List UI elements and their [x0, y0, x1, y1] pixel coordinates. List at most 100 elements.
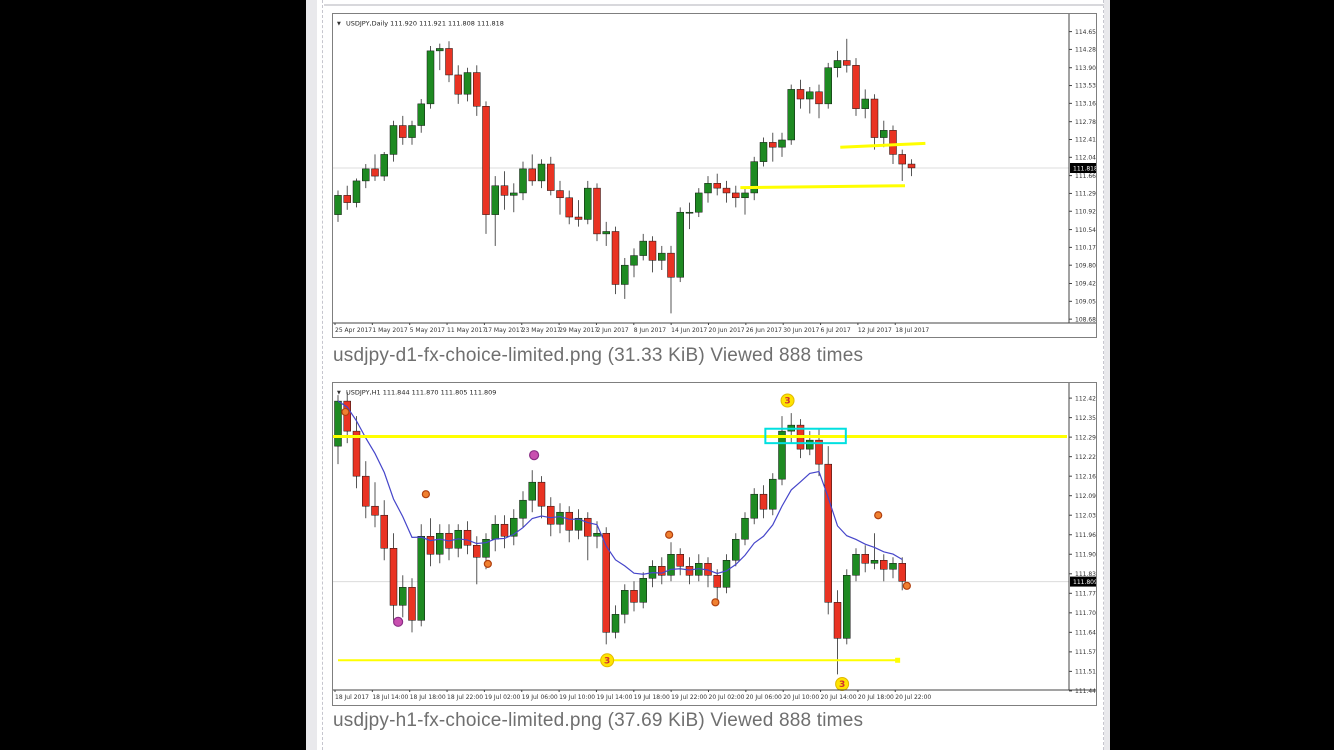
- svg-text:111.575: 111.575: [1075, 649, 1096, 656]
- chart-title-ohlc-readout: USDJPY,H1 111.844 111.870 111.805 111.80…: [346, 389, 496, 397]
- svg-text:18 Jul 2017: 18 Jul 2017: [335, 694, 369, 701]
- svg-text:12 Jul 2017: 12 Jul 2017: [858, 327, 892, 334]
- current-price-tag: [1070, 163, 1096, 174]
- marker-magenta-signal-icon: [529, 450, 540, 461]
- current-price-tag-value: 111.818: [1073, 165, 1096, 172]
- svg-text:5 May 2017: 5 May 2017: [410, 327, 445, 334]
- content-left-gutter: [306, 0, 317, 750]
- current-price-tag: [1070, 576, 1096, 587]
- svg-text:20 Jul 22:00: 20 Jul 22:00: [895, 694, 931, 701]
- signal-number-label: 3: [839, 680, 845, 690]
- svg-text:109.420: 109.420: [1075, 281, 1096, 288]
- svg-text:17 May 2017: 17 May 2017: [484, 327, 523, 334]
- svg-text:19 Jul 14:00: 19 Jul 14:00: [596, 694, 632, 701]
- candles-layer: [334, 38, 916, 314]
- svg-text:110.170: 110.170: [1075, 245, 1096, 252]
- moving-average-line: [337, 400, 903, 575]
- svg-text:111.290: 111.290: [1075, 191, 1096, 198]
- marker-orange-signal-icon: [874, 511, 883, 520]
- svg-text:19 Jul 22:00: 19 Jul 22:00: [671, 694, 707, 701]
- svg-text:112.040: 112.040: [1075, 155, 1096, 162]
- svg-text:112.290: 112.290: [1075, 434, 1096, 441]
- svg-text:26 Jun 2017: 26 Jun 2017: [746, 327, 782, 334]
- svg-text:112.780: 112.780: [1075, 119, 1096, 126]
- chart-title-ohlc-readout: USDJPY,Daily 111.920 111.921 111.808 111…: [346, 20, 504, 28]
- forum-post-content: 114.650 114.280 113.900 113.530 113.160 112.7…: [306, 0, 1110, 750]
- svg-text:25 Apr 2017: 25 Apr 2017: [335, 327, 372, 334]
- svg-text:111.965: 111.965: [1075, 532, 1096, 539]
- yellow-number-signal-icon: [600, 653, 615, 668]
- svg-text:20 Jul 18:00: 20 Jul 18:00: [858, 694, 894, 701]
- svg-text:20 Jun 2017: 20 Jun 2017: [709, 327, 745, 334]
- svg-text:23 May 2017: 23 May 2017: [522, 327, 561, 334]
- svg-text:20 Jul 06:00: 20 Jul 06:00: [746, 694, 782, 701]
- svg-text:18 Jul 2017: 18 Jul 2017: [895, 327, 929, 334]
- marker-orange-signal-icon: [902, 581, 911, 590]
- post-divider-line: [324, 4, 1104, 6]
- trendline-segment[interactable]: [740, 184, 906, 190]
- svg-text:111.900: 111.900: [1075, 551, 1096, 558]
- current-price-tag-value: 111.809: [1073, 579, 1096, 586]
- marker-orange-signal-icon: [711, 598, 720, 607]
- svg-text:18 Jul 14:00: 18 Jul 14:00: [372, 694, 408, 701]
- attachment-image-usdjpy-h1-chart[interactable]: 333112.420112.355112.290112.225112.16011…: [332, 382, 1100, 706]
- svg-text:112.160: 112.160: [1075, 473, 1096, 480]
- svg-text:114.650: 114.650: [1075, 29, 1096, 36]
- svg-text:111.510: 111.510: [1075, 669, 1096, 676]
- svg-text:111.445: 111.445: [1075, 688, 1096, 695]
- svg-text:109.050: 109.050: [1075, 299, 1096, 306]
- svg-text:19 Jul 18:00: 19 Jul 18:00: [634, 694, 670, 701]
- attachment-caption-d1: usdjpy-d1-fx-choice-limited.png (31.33 K…: [333, 345, 864, 366]
- svg-text:19 Jul 06:00: 19 Jul 06:00: [522, 694, 558, 701]
- svg-text:1 May 2017: 1 May 2017: [372, 327, 407, 334]
- signal-number-label: 3: [784, 397, 790, 407]
- svg-text:108.680: 108.680: [1075, 316, 1096, 323]
- trendline-endpoint[interactable]: [895, 657, 901, 663]
- svg-text:111.705: 111.705: [1075, 610, 1096, 617]
- svg-text:29 May 2017: 29 May 2017: [559, 327, 598, 334]
- svg-text:111.640: 111.640: [1075, 630, 1096, 637]
- attachment-caption-h1: usdjpy-h1-fx-choice-limited.png (37.69 K…: [333, 710, 864, 731]
- svg-text:112.225: 112.225: [1075, 454, 1096, 461]
- attachment-image-usdjpy-d1-chart[interactable]: 114.650 114.280 113.900 113.530 113.160 112.7…: [332, 13, 1100, 338]
- svg-text:20 Jul 02:00: 20 Jul 02:00: [709, 694, 745, 701]
- marker-orange-signal-icon: [341, 407, 350, 417]
- usdjpy-h1-candlestick-chart: 333112.420112.355112.290112.225112.16011…: [333, 383, 1100, 701]
- svg-text:6 Jul 2017: 6 Jul 2017: [821, 327, 851, 334]
- price-axis: 114.650 114.280 113.900 113.530 113.160 112.7…: [1069, 29, 1100, 323]
- chart-dropdown-icon[interactable]: ▼: [337, 21, 341, 27]
- svg-text:110.540: 110.540: [1075, 227, 1096, 234]
- svg-text:11 May 2017: 11 May 2017: [447, 327, 486, 334]
- price-axis: 112.420 112.355 112.290 112.225 112.160 112.0…: [1069, 395, 1100, 695]
- svg-text:112.355: 112.355: [1075, 415, 1096, 422]
- svg-text:112.420: 112.420: [1075, 395, 1096, 402]
- marker-orange-signal-icon: [665, 530, 674, 539]
- svg-text:113.530: 113.530: [1075, 83, 1096, 90]
- svg-text:112.410: 112.410: [1075, 137, 1096, 144]
- time-axis: 25 Apr 2017 1 May 2017 5 May 2017 11 May 20…: [334, 323, 929, 334]
- svg-text:19 Jul 02:00: 19 Jul 02:00: [484, 694, 520, 701]
- svg-text:18 Jul 22:00: 18 Jul 22:00: [447, 694, 483, 701]
- svg-text:18 Jul 18:00: 18 Jul 18:00: [410, 694, 446, 701]
- yellow-number-signal-icon: [780, 393, 795, 408]
- attachment-box-left-border: [322, 0, 323, 750]
- content-right-gutter: [1104, 0, 1110, 750]
- svg-text:109.800: 109.800: [1075, 262, 1096, 269]
- marker-orange-signal-icon: [421, 490, 430, 499]
- svg-text:112.030: 112.030: [1075, 512, 1096, 519]
- svg-text:112.095: 112.095: [1075, 493, 1096, 500]
- marker-magenta-signal-icon: [393, 616, 404, 627]
- usdjpy-d1-candlestick-chart: 114.650 114.280 113.900 113.530 113.160 112.7…: [333, 14, 1100, 334]
- svg-text:30 Jun 2017: 30 Jun 2017: [783, 327, 819, 334]
- chart-dropdown-icon[interactable]: ▼: [337, 390, 341, 396]
- trendline-segment[interactable]: [840, 141, 926, 149]
- marker-orange-signal-icon: [483, 559, 492, 568]
- svg-text:14 Jun 2017: 14 Jun 2017: [671, 327, 707, 334]
- svg-text:111.835: 111.835: [1075, 571, 1096, 578]
- svg-text:113.900: 113.900: [1075, 65, 1096, 72]
- svg-text:111.770: 111.770: [1075, 591, 1096, 598]
- svg-text:110.920: 110.920: [1075, 208, 1096, 215]
- time-axis: 18 Jul 2017 18 Jul 14:00 18 Jul 18:00 18 Ju…: [334, 690, 931, 701]
- highlight-rectangle[interactable]: [764, 427, 847, 445]
